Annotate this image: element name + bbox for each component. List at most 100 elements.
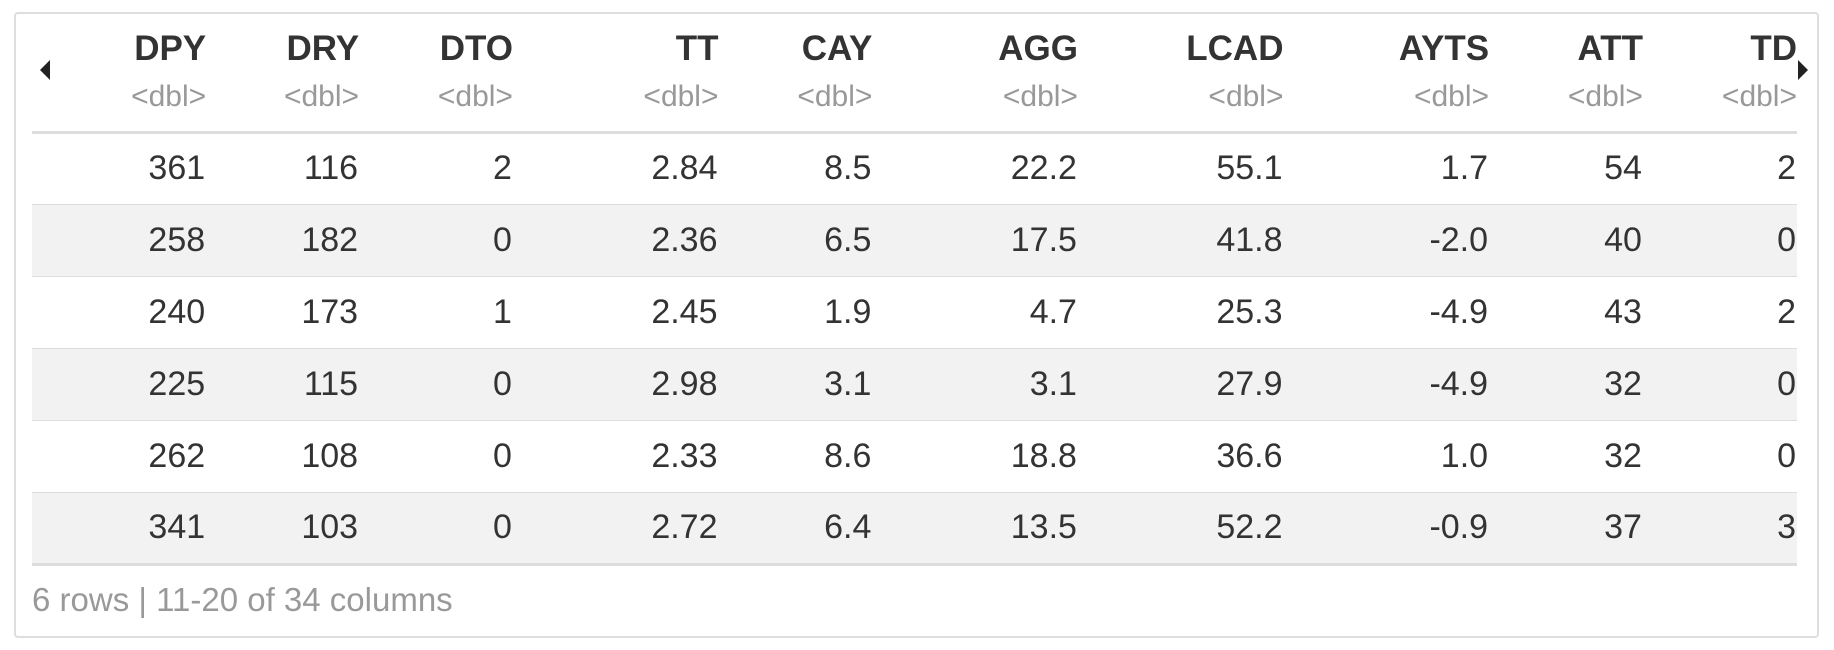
table-cell: 54 (1489, 132, 1643, 205)
column-type: <dbl> (437, 80, 513, 113)
table-cell: 1.9 (718, 276, 873, 349)
table-cell: 22.2 (872, 132, 1078, 205)
column-header-td[interactable]: TD <dbl> (1642, 18, 1797, 134)
column-name: LCAD (1186, 29, 1284, 68)
table-cell: 2.45 (512, 276, 719, 349)
table-row: 240 173 1 2.45 1.9 4.7 25.3 -4.9 43 2 (32, 276, 1797, 349)
table-cell: 116 (206, 132, 360, 205)
table-cell: 13.5 (872, 492, 1078, 566)
table-cell: 40 (1489, 204, 1643, 277)
table-cell: 3.1 (872, 348, 1078, 421)
table-cell: -4.9 (1283, 276, 1490, 349)
header-row: DPY <dbl> DRY <dbl> DTO <dbl> TT <dbl> C… (32, 18, 1797, 134)
column-header-agg[interactable]: AGG <dbl> (872, 18, 1078, 134)
column-header-ayts[interactable]: AYTS <dbl> (1283, 18, 1490, 134)
column-header-dry[interactable]: DRY <dbl> (206, 18, 360, 134)
table-cell: 32 (1489, 420, 1643, 493)
column-name: TD (1750, 29, 1797, 68)
table-cell: 3.1 (718, 348, 873, 421)
column-header-dto[interactable]: DTO <dbl> (359, 18, 513, 134)
table-cell: 0 (359, 204, 513, 277)
table-cell: 6.4 (718, 492, 873, 566)
table-cell: 0 (1642, 204, 1797, 277)
table-cell: 103 (206, 492, 360, 566)
table-cell: 2.84 (512, 132, 719, 205)
column-name: CAY (801, 29, 873, 68)
table-cell: 115 (206, 348, 360, 421)
column-name: DPY (134, 29, 207, 68)
column-type: <dbl> (1567, 80, 1643, 113)
table-row: 262 108 0 2.33 8.6 18.8 36.6 1.0 32 0 (32, 420, 1797, 493)
table-cell: 4.7 (872, 276, 1078, 349)
table-cell: 2 (1642, 276, 1797, 349)
table-cell: 8.6 (718, 420, 873, 493)
table-cell: 32 (1489, 348, 1643, 421)
table-cell: 43 (1489, 276, 1643, 349)
table-cell: 240 (32, 276, 207, 349)
table-cell: 41.8 (1077, 204, 1284, 277)
column-header-lcad[interactable]: LCAD <dbl> (1077, 18, 1284, 134)
column-header-dpy[interactable]: DPY <dbl> (32, 18, 207, 134)
table-cell: 6.5 (718, 204, 873, 277)
data-table: DPY <dbl> DRY <dbl> DTO <dbl> TT <dbl> C… (32, 18, 1797, 566)
column-header-att[interactable]: ATT <dbl> (1489, 18, 1643, 134)
table-cell: 2.72 (512, 492, 719, 566)
table-cell: 0 (359, 492, 513, 566)
table-cell: 0 (359, 420, 513, 493)
column-type: <dbl> (1208, 80, 1284, 113)
table-cell: 0 (1642, 420, 1797, 493)
table-cell: 225 (32, 348, 207, 421)
table-cell: 1 (359, 276, 513, 349)
table-cell: 108 (206, 420, 360, 493)
column-type: <dbl> (1721, 80, 1797, 113)
table-cell: 52.2 (1077, 492, 1284, 566)
table-cell: 258 (32, 204, 207, 277)
table-cell: 341 (32, 492, 207, 566)
table-cell: 27.9 (1077, 348, 1284, 421)
table-row: 225 115 0 2.98 3.1 3.1 27.9 -4.9 32 0 (32, 348, 1797, 421)
next-columns-icon[interactable] (1798, 60, 1808, 80)
column-type: <dbl> (1413, 80, 1490, 113)
column-header-tt[interactable]: TT <dbl> (512, 18, 719, 134)
table-cell: 36.6 (1077, 420, 1284, 493)
table-cell: 25.3 (1077, 276, 1284, 349)
table-container: DPY <dbl> DRY <dbl> DTO <dbl> TT <dbl> C… (32, 18, 1797, 566)
column-name: DRY (286, 29, 360, 68)
table-row: 258 182 0 2.36 6.5 17.5 41.8 -2.0 40 0 (32, 204, 1797, 277)
table-cell: 0 (1642, 348, 1797, 421)
column-name: TT (675, 29, 719, 68)
table-cell: 8.5 (718, 132, 873, 205)
table-cell: -0.9 (1283, 492, 1490, 566)
column-type: <dbl> (643, 80, 719, 113)
table-cell: 1.0 (1283, 420, 1490, 493)
table-footer-summary: 6 rows | 11-20 of 34 columns (32, 581, 453, 618)
table-cell: 361 (32, 132, 207, 205)
table-cell: 55.1 (1077, 132, 1284, 205)
table-cell: 2 (1642, 132, 1797, 205)
column-type: <dbl> (1002, 80, 1078, 113)
column-type: <dbl> (131, 80, 207, 113)
table-cell: 0 (359, 348, 513, 421)
table-cell: 2.98 (512, 348, 719, 421)
column-type: <dbl> (283, 80, 360, 113)
table-cell: 182 (206, 204, 360, 277)
table-cell: 2 (359, 132, 513, 205)
table-cell: -2.0 (1283, 204, 1490, 277)
column-name: ATT (1577, 29, 1643, 68)
table-cell: 3 (1642, 492, 1797, 566)
table-cell: 2.33 (512, 420, 719, 493)
table-row: 341 103 0 2.72 6.4 13.5 52.2 -0.9 37 3 (32, 492, 1797, 566)
table-cell: -4.9 (1283, 348, 1490, 421)
column-header-cay[interactable]: CAY <dbl> (718, 18, 873, 134)
column-name: AGG (998, 29, 1078, 68)
table-cell: 262 (32, 420, 207, 493)
table-cell: 37 (1489, 492, 1643, 566)
table-cell: 2.36 (512, 204, 719, 277)
table-cell: 18.8 (872, 420, 1078, 493)
table-row: 361 116 2 2.84 8.5 22.2 55.1 1.7 54 2 (32, 132, 1797, 205)
column-name: AYTS (1398, 29, 1490, 68)
table-cell: 1.7 (1283, 132, 1490, 205)
column-name: DTO (439, 29, 513, 68)
column-type: <dbl> (797, 80, 873, 113)
table-cell: 17.5 (872, 204, 1078, 277)
